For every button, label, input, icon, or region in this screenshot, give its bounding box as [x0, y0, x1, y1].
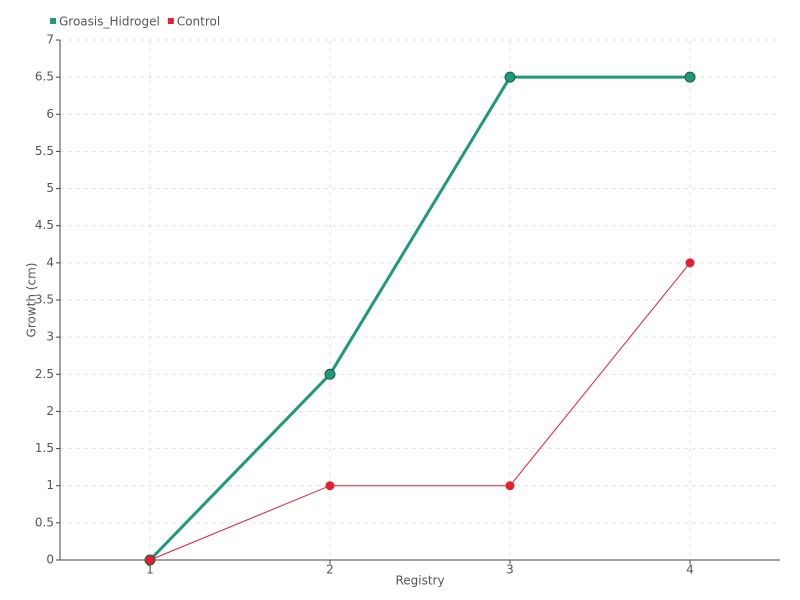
y-tick-label: 7 — [46, 33, 54, 47]
x-tick-label: 3 — [506, 563, 514, 577]
legend-label: Control — [177, 15, 220, 29]
y-axis-label: Growth (cm) — [25, 263, 39, 338]
legend-swatch — [167, 18, 174, 24]
data-point — [504, 71, 516, 83]
y-tick-label: 3 — [46, 330, 54, 344]
y-tick-label: 6.5 — [35, 70, 54, 84]
y-tick-label: 0.5 — [35, 515, 54, 529]
x-tick-label: 1 — [146, 563, 154, 577]
data-point — [684, 71, 696, 83]
x-tick-label: 4 — [686, 563, 694, 577]
data-point — [505, 481, 515, 491]
series-line — [148, 75, 690, 562]
y-tick-label: 5.5 — [35, 144, 54, 158]
legend-swatch — [50, 18, 56, 24]
x-tick-label: 2 — [326, 563, 334, 577]
y-tick-label: 0 — [46, 553, 54, 567]
y-tick-label: 1 — [46, 478, 54, 492]
data-point — [324, 368, 336, 380]
legend-label: Groasis_Hidrogel — [59, 15, 160, 29]
data-point — [685, 258, 695, 268]
y-tick-label: 4 — [46, 255, 54, 269]
x-axis-label: Registry — [395, 574, 444, 588]
y-tick-label: 5 — [46, 181, 54, 195]
y-tick-label: 3.5 — [35, 293, 54, 307]
data-point — [325, 481, 335, 491]
data-point — [145, 555, 155, 565]
y-tick-label: 1.5 — [35, 441, 54, 455]
y-tick-label: 6 — [46, 107, 54, 121]
y-tick-label: 2 — [46, 404, 54, 418]
y-tick-label: 2.5 — [35, 367, 54, 381]
y-tick-label: 4.5 — [35, 218, 54, 232]
series-line — [149, 262, 691, 561]
